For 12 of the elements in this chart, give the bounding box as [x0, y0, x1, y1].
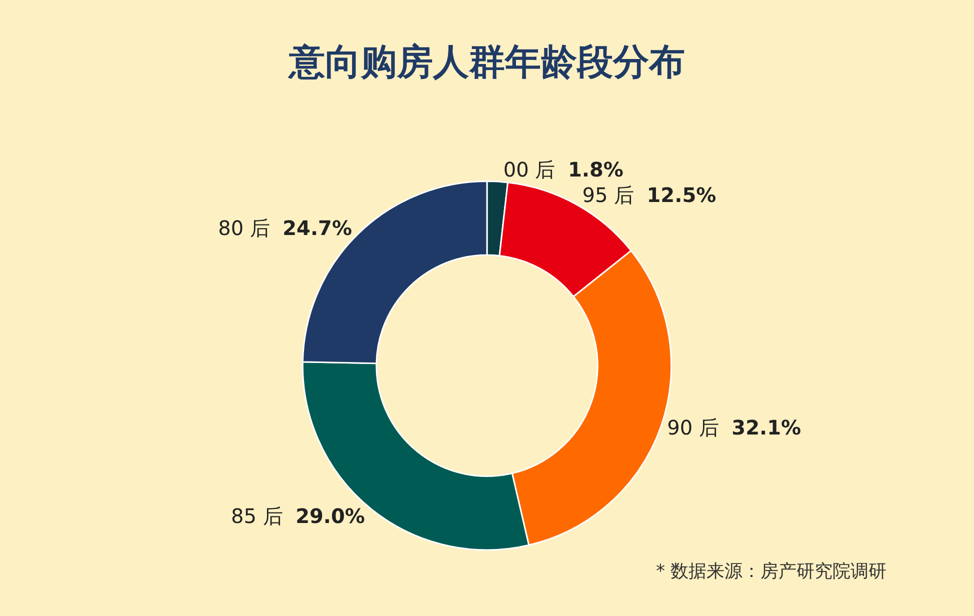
chart-title: 意向购房人群年龄段分布 [287, 42, 685, 84]
slice-label: 00 后 [503, 158, 556, 182]
slice-label: 90 后 [667, 415, 719, 440]
slice-label: 85 后 [231, 504, 283, 528]
data-label: 32.1% [732, 415, 802, 440]
data-label: 1.8% [568, 158, 624, 182]
data-label: 29.0% [296, 504, 365, 528]
text: * 数据来源：房产研究院调研 [656, 561, 887, 582]
data-label: 24.7% [282, 216, 352, 240]
slice-label: 80 后 [218, 216, 270, 240]
data-label: 12.5% [646, 183, 716, 208]
slice-label: 95 后 [582, 183, 634, 208]
